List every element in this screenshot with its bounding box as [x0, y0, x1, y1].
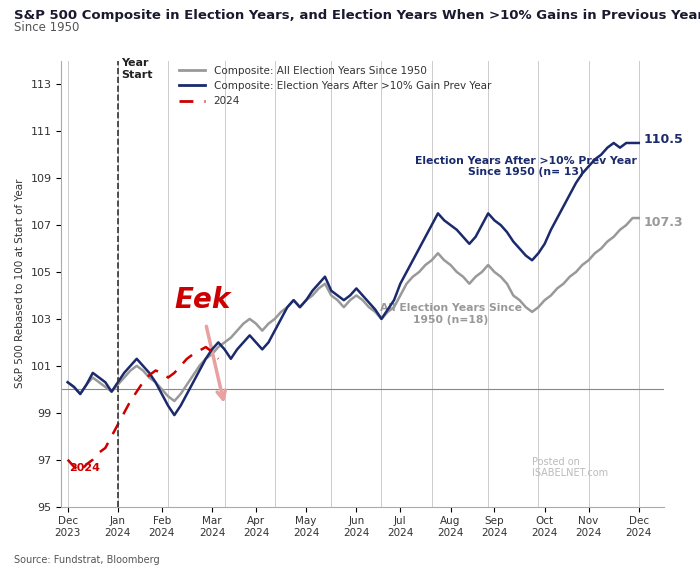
Text: Year
Start: Year Start — [121, 58, 153, 80]
Text: 2024: 2024 — [69, 463, 100, 473]
Text: 107.3: 107.3 — [643, 216, 682, 229]
Text: Posted on
ISABELNET.com: Posted on ISABELNET.com — [532, 457, 608, 478]
Text: 110.5: 110.5 — [643, 133, 683, 146]
Text: Source: Fundstrat, Bloomberg: Source: Fundstrat, Bloomberg — [14, 555, 160, 565]
Legend: Composite: All Election Years Since 1950, Composite: Election Years After >10% G: Composite: All Election Years Since 1950… — [175, 62, 495, 111]
Text: S&P 500 Composite in Election Years, and Election Years When >10% Gains in Previ: S&P 500 Composite in Election Years, and… — [14, 9, 700, 22]
Text: Eek: Eek — [174, 286, 231, 314]
Text: Election Years After >10% Prev Year
Since 1950 (n= 13): Election Years After >10% Prev Year Sinc… — [415, 156, 637, 177]
Y-axis label: S&P 500 Rebased to 100 at Start of Year: S&P 500 Rebased to 100 at Start of Year — [15, 179, 25, 389]
Text: All Election Years Since
1950 (n=18): All Election Years Since 1950 (n=18) — [379, 303, 522, 325]
Text: Since 1950: Since 1950 — [14, 21, 79, 34]
